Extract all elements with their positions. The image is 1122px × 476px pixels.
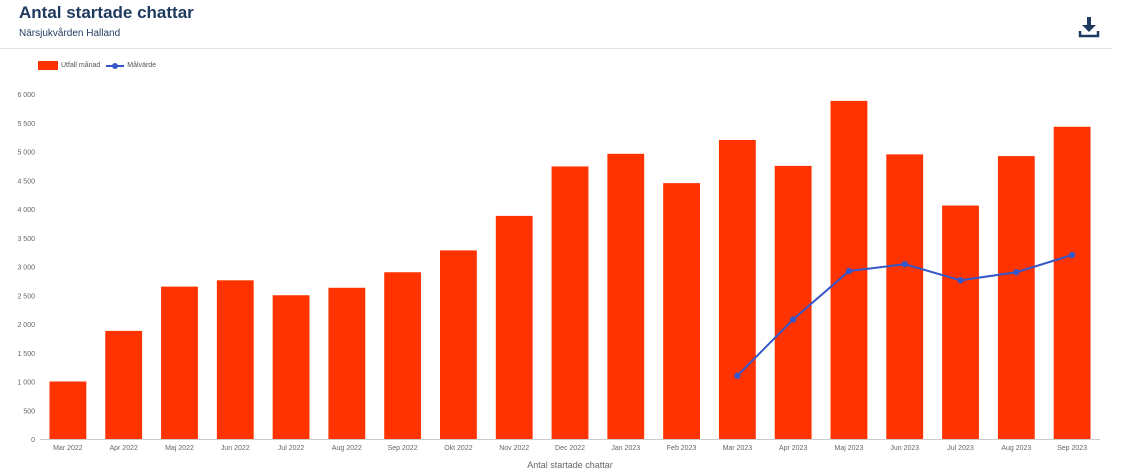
target-point	[901, 261, 908, 268]
x-tick-label: Jul 2023	[947, 445, 974, 452]
legend-item-line[interactable]: Målvärde	[106, 61, 156, 70]
bar-aug-2023	[997, 156, 1035, 439]
y-tick-label: 0	[31, 437, 35, 444]
x-tick-label: Jan 2023	[611, 445, 640, 452]
x-tick-label: Aug 2023	[1001, 445, 1031, 452]
bar-jan-2023	[607, 153, 645, 440]
x-tick-label: Jul 2022	[278, 445, 305, 452]
legend-swatch-bar	[38, 61, 58, 70]
x-tick-label: Apr 2022	[109, 445, 138, 452]
download-icon	[1078, 17, 1100, 38]
target-point	[734, 372, 741, 379]
y-tick-label: 3 500	[17, 236, 35, 243]
y-tick-label: 2 000	[17, 322, 35, 329]
chart-legend: Utfall månad Målvärde	[38, 61, 162, 70]
x-tick-label: Mar 2023	[723, 445, 753, 452]
x-tick-label: Jun 2023	[890, 445, 919, 452]
x-tick-label: Nov 2022	[499, 445, 529, 452]
target-point	[1013, 269, 1020, 276]
x-tick-label: Aug 2022	[332, 445, 362, 452]
download-button[interactable]	[1076, 14, 1102, 40]
bar-jun-2023	[886, 154, 924, 439]
y-tick-label: 5 500	[17, 121, 35, 128]
bar-apr-2023	[774, 165, 812, 439]
target-point	[957, 277, 964, 284]
bar-sep-2022	[384, 272, 422, 439]
y-tick-label: 500	[23, 408, 35, 415]
bar-jun-2022	[216, 280, 254, 439]
bar-jul-2022	[272, 295, 310, 439]
bar-maj-2022	[161, 286, 198, 439]
bar-mar-2023	[718, 140, 756, 439]
y-tick-label: 5 000	[17, 150, 35, 157]
x-axis-label: Antal startade chattar	[527, 460, 613, 470]
legend-label-bar: Utfall månad	[61, 62, 101, 69]
header-divider	[0, 48, 1112, 49]
x-tick-label: Maj 2023	[835, 445, 864, 452]
bar-dec-2022	[551, 166, 589, 439]
x-tick-label: Mar 2022	[53, 445, 83, 452]
bar-feb-2023	[663, 183, 700, 439]
y-tick-label: 1 500	[17, 351, 35, 358]
x-tick-label: Okt 2022	[444, 445, 473, 452]
target-point	[789, 316, 797, 323]
bar-nov-2022	[495, 215, 533, 439]
legend-swatch-line	[106, 61, 125, 70]
chart-title: Antal startade chattar	[19, 3, 194, 22]
chart-subtitle: Närsjukvården Halland	[19, 28, 121, 39]
target-point	[1068, 251, 1076, 259]
y-tick-label: 1 000	[17, 380, 35, 387]
y-tick-label: 4 500	[17, 178, 35, 185]
x-tick-label: Jun 2022	[221, 445, 250, 452]
y-tick-label: 6 000	[17, 92, 35, 99]
legend-label-line: Målvärde	[127, 62, 157, 69]
x-tick-label: Feb 2023	[667, 445, 697, 452]
legend-item-bar[interactable]: Utfall månad	[38, 61, 100, 70]
bar-apr-2022	[105, 330, 143, 439]
y-tick-label: 4 000	[17, 207, 35, 214]
bar-mar-2022	[49, 381, 87, 439]
bar-jul-2023	[942, 205, 979, 439]
x-tick-label: Apr 2023	[779, 445, 808, 452]
target-point	[845, 267, 853, 275]
x-tick-label: Sep 2022	[388, 445, 418, 452]
x-tick-label: Sep 2023	[1057, 445, 1087, 452]
x-tick-label: Maj 2022	[165, 445, 194, 452]
y-tick-label: 2 500	[17, 293, 35, 300]
bar-aug-2022	[328, 287, 366, 439]
x-tick-label: Dec 2022	[555, 445, 585, 452]
y-tick-label: 3 000	[17, 265, 35, 272]
bar-okt-2022	[440, 250, 477, 439]
bar-sep-2023	[1053, 126, 1091, 440]
